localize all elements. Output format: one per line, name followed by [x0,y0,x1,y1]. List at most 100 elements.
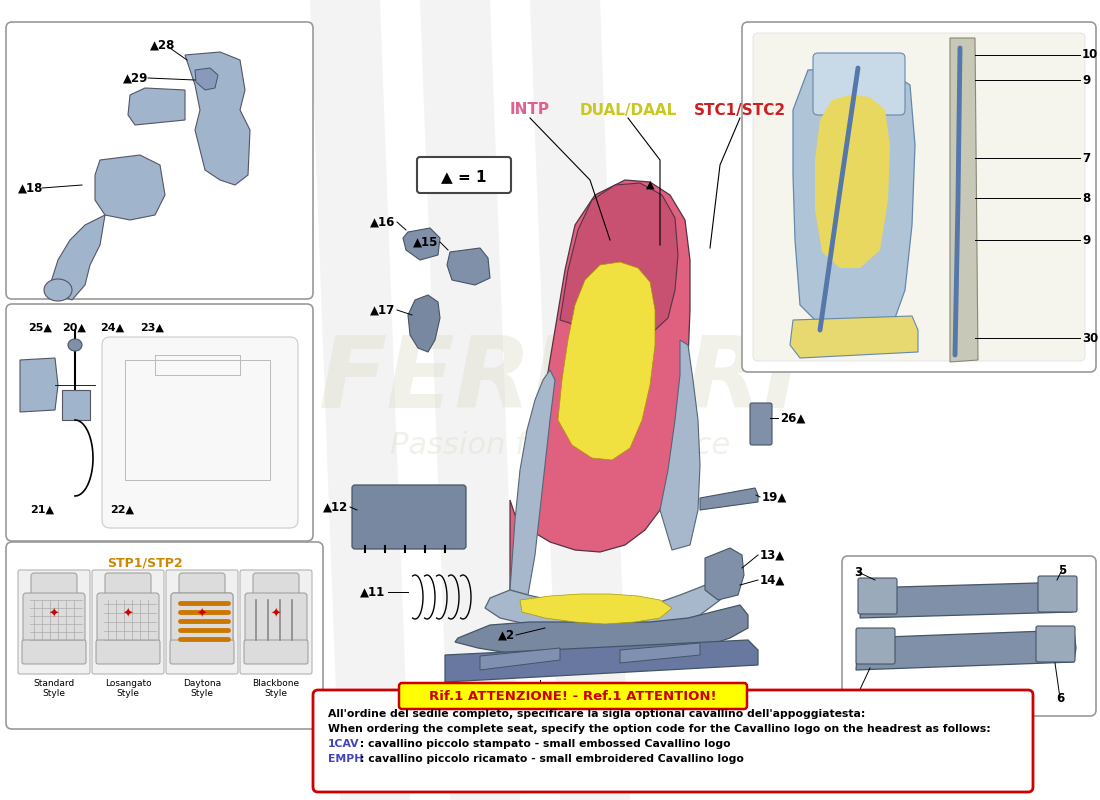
FancyBboxPatch shape [750,403,772,445]
Text: 25▲: 25▲ [28,323,52,333]
FancyBboxPatch shape [858,578,896,614]
Text: All'ordine del sedile completo, specificare la sigla optional cavallino dell'app: All'ordine del sedile completo, specific… [328,709,866,719]
FancyBboxPatch shape [742,22,1096,372]
Text: STC1/STC2: STC1/STC2 [694,102,786,118]
Polygon shape [455,605,748,658]
Text: STP1/STP2: STP1/STP2 [107,557,183,570]
Text: Losangato
Style: Losangato Style [104,679,152,698]
Text: ▲ = 1: ▲ = 1 [441,170,486,185]
Text: 14▲: 14▲ [760,574,785,586]
FancyBboxPatch shape [399,683,747,709]
Text: 19▲: 19▲ [762,490,788,503]
FancyBboxPatch shape [253,573,299,601]
Polygon shape [793,68,915,322]
FancyBboxPatch shape [6,304,313,541]
FancyBboxPatch shape [166,570,238,674]
Polygon shape [128,88,185,125]
Polygon shape [310,0,410,800]
Text: ▲: ▲ [646,180,654,190]
Polygon shape [950,38,978,362]
Text: 4: 4 [851,691,860,705]
FancyBboxPatch shape [6,22,313,299]
Polygon shape [856,630,1076,670]
FancyBboxPatch shape [1036,626,1075,662]
Text: 26▲: 26▲ [780,411,805,425]
FancyBboxPatch shape [754,33,1085,361]
Text: ▲29: ▲29 [123,71,148,85]
Polygon shape [660,340,700,550]
Text: 10: 10 [1082,49,1098,62]
FancyBboxPatch shape [92,570,164,674]
Polygon shape [408,295,440,352]
Text: 8: 8 [1082,191,1090,205]
Text: 20▲: 20▲ [62,323,86,333]
FancyBboxPatch shape [96,640,160,664]
Polygon shape [420,0,520,800]
Text: 9: 9 [1082,74,1090,86]
FancyBboxPatch shape [245,593,307,647]
Text: 7: 7 [1082,151,1090,165]
Polygon shape [558,262,654,460]
Polygon shape [20,358,58,412]
Ellipse shape [44,279,72,301]
FancyBboxPatch shape [104,573,151,601]
FancyBboxPatch shape [23,593,85,647]
Text: 21▲: 21▲ [30,505,54,515]
Polygon shape [485,572,730,632]
FancyBboxPatch shape [856,628,895,664]
Polygon shape [446,640,758,682]
Polygon shape [403,228,440,260]
Text: FERRARI: FERRARI [319,331,801,429]
FancyBboxPatch shape [18,570,90,674]
FancyBboxPatch shape [244,640,308,664]
Text: 9: 9 [1082,234,1090,246]
FancyBboxPatch shape [179,573,226,601]
Text: 1CAV: 1CAV [328,739,360,749]
Text: 3: 3 [854,566,862,578]
Polygon shape [560,183,678,335]
Text: DUAL/DAAL: DUAL/DAAL [580,102,676,118]
Text: ▲27: ▲27 [527,694,552,706]
FancyBboxPatch shape [170,640,234,664]
Polygon shape [620,643,700,663]
FancyBboxPatch shape [31,573,77,601]
Polygon shape [510,370,556,595]
Polygon shape [705,548,744,600]
FancyBboxPatch shape [813,53,905,115]
Text: Rif.1 ATTENZIONE! - Ref.1 ATTENTION!: Rif.1 ATTENZIONE! - Ref.1 ATTENTION! [429,690,717,703]
Text: Daytona
Style: Daytona Style [183,679,221,698]
Polygon shape [860,582,1075,618]
Text: EMPH: EMPH [328,754,363,764]
Polygon shape [50,215,104,300]
Text: ▲12: ▲12 [322,501,348,514]
FancyBboxPatch shape [352,485,466,549]
Polygon shape [530,0,630,800]
Text: ✦: ✦ [123,607,133,621]
FancyBboxPatch shape [417,157,512,193]
Text: ▲28: ▲28 [150,38,175,51]
Polygon shape [480,648,560,670]
Text: 24▲: 24▲ [100,323,124,333]
Text: ✦: ✦ [271,607,282,621]
Text: ▲2: ▲2 [498,629,515,642]
Text: Blackbone
Style: Blackbone Style [252,679,299,698]
Text: ▲16: ▲16 [370,215,395,229]
FancyBboxPatch shape [102,337,298,528]
Text: Standard
Style: Standard Style [33,679,75,698]
Text: When ordering the complete seat, specify the option code for the Cavallino logo : When ordering the complete seat, specify… [328,724,991,734]
Polygon shape [195,68,218,90]
Text: 5: 5 [1058,563,1066,577]
Text: 22▲: 22▲ [110,505,134,515]
Text: ▲15: ▲15 [412,235,438,249]
Ellipse shape [68,339,82,351]
FancyBboxPatch shape [170,593,233,647]
Polygon shape [790,316,918,358]
FancyBboxPatch shape [842,556,1096,716]
Text: 30: 30 [1082,331,1098,345]
Text: ▲17: ▲17 [370,303,395,317]
Text: 6: 6 [1056,691,1064,705]
Text: INTP: INTP [510,102,550,118]
Polygon shape [700,488,758,510]
FancyBboxPatch shape [170,593,233,647]
FancyBboxPatch shape [1038,576,1077,612]
